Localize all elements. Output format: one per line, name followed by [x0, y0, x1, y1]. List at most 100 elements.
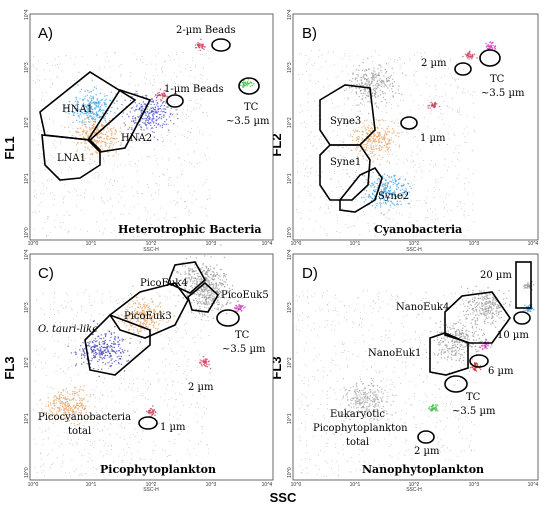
event-dot-hna2 — [134, 121, 137, 124]
event-dot-picoeuk5 — [208, 281, 211, 283]
event-dot-background — [46, 216, 48, 218]
event-dot-picoeuk5 — [214, 307, 216, 310]
event-dot-picoeuk4 — [212, 286, 214, 288]
event-dot-hna2 — [166, 106, 168, 108]
event-dot-o-tauri-like — [93, 352, 95, 354]
event-dot-background — [328, 206, 329, 208]
event-dot-picoeuk5 — [204, 296, 206, 298]
event-dot-syne3 — [398, 85, 400, 87]
event-dot-tc-3-5-m — [494, 47, 496, 50]
event-dot-background — [33, 55, 35, 57]
event-dot-background — [72, 127, 74, 129]
event-dot-background — [73, 352, 75, 353]
event-dot-lna1 — [107, 151, 109, 154]
event-dot-background — [106, 219, 107, 221]
event-dot-background — [150, 118, 152, 120]
event-dot-background — [395, 163, 397, 165]
event-dot-syne3 — [363, 74, 365, 76]
event-dot-lna1 — [76, 149, 79, 152]
event-dot-syne3 — [380, 66, 382, 68]
event-dot-background — [62, 221, 64, 223]
event-dot-background — [177, 327, 179, 329]
event-dot-background — [133, 115, 135, 117]
event-dot-background — [161, 108, 163, 110]
event-dot-syne2 — [401, 188, 404, 190]
event-dot-hna1 — [109, 99, 112, 102]
event-dot-background — [173, 353, 175, 355]
event-dot-background — [344, 55, 345, 57]
event-dot-background — [80, 337, 82, 339]
event-dot-hna1 — [85, 113, 88, 115]
event-dot-lna1 — [91, 146, 93, 148]
event-dot-syne2 — [376, 179, 378, 181]
event-dot-background — [62, 461, 64, 463]
event-dot-hna1 — [87, 121, 90, 123]
event-dot-syne2 — [384, 188, 386, 190]
event-dot-picoeuk4 — [222, 283, 225, 286]
event-dot-o-tauri-like — [79, 349, 81, 351]
event-dot-background — [51, 335, 53, 337]
event-dot-background — [346, 65, 347, 67]
event-dot-syne1 — [351, 136, 354, 138]
event-dot-hna2 — [149, 117, 151, 119]
event-dot-background — [66, 391, 68, 393]
event-dot-lna1 — [103, 160, 105, 162]
event-dot-syne1 — [372, 140, 374, 142]
event-dot-syne1 — [368, 147, 370, 149]
event-dot-background — [329, 126, 331, 128]
event-dot-syne3 — [368, 95, 370, 98]
event-dot-background — [33, 65, 34, 67]
event-dot-background — [77, 121, 79, 123]
event-dot-background — [62, 454, 64, 456]
event-dot-lna1 — [76, 131, 78, 134]
event-dot-background — [397, 60, 399, 61]
event-dot-o-tauri-like — [87, 345, 89, 347]
event-dot-background — [119, 437, 121, 438]
event-dot-syne3 — [377, 84, 380, 87]
event-dot-syne3 — [386, 102, 388, 104]
event-dot-background — [441, 63, 443, 65]
event-dot-background — [73, 142, 75, 143]
event-dot-background — [123, 324, 125, 326]
event-dot-picoeuk3 — [136, 296, 138, 298]
event-dot-background — [189, 439, 191, 441]
event-dot-background — [166, 388, 167, 390]
event-dot-background — [448, 194, 450, 196]
event-dot-syne2 — [400, 185, 403, 187]
event-dot-o-tauri-like — [86, 363, 88, 365]
event-dot-background — [170, 348, 172, 350]
event-dot-lna1 — [64, 126, 66, 129]
gate-tc-a — [238, 77, 260, 95]
event-dot-syne1 — [362, 144, 364, 146]
event-dot-o-tauri-like — [75, 353, 77, 356]
event-dot-background — [194, 316, 196, 318]
event-dot-picoeuk3 — [126, 324, 128, 327]
event-dot-o-tauri-like — [82, 349, 85, 352]
event-dot-background — [131, 186, 133, 188]
event-dot-picoeuk4 — [213, 275, 215, 277]
event-dot-syne1 — [376, 144, 378, 146]
event-dot-background — [357, 104, 359, 106]
event-dot-picoeuk5 — [201, 297, 203, 299]
event-dot-picoeuk4 — [191, 277, 193, 280]
event-dot-lna1 — [90, 153, 92, 156]
event-dot-syne1 — [352, 129, 355, 131]
event-dot-syne2 — [383, 177, 385, 180]
event-dot-background — [51, 463, 53, 465]
event-dot-syne2 — [371, 192, 374, 194]
event-dot-background — [298, 74, 300, 75]
event-dot-hna2 — [124, 99, 126, 101]
event-dot-o-tauri-like — [100, 345, 103, 348]
event-dot-background — [88, 406, 90, 408]
event-dot-syne1 — [379, 163, 381, 166]
event-dot-background — [362, 59, 364, 60]
event-dot-syne3 — [385, 63, 388, 65]
event-dot-syne2 — [397, 182, 400, 184]
event-dot-hna2 — [140, 129, 142, 131]
event-dot-syne1 — [369, 150, 372, 153]
event-dot-background — [194, 109, 196, 111]
event-dot-hna2 — [142, 121, 144, 124]
event-dot-background — [107, 368, 109, 369]
event-dot-background — [442, 113, 444, 115]
event-dot-hna2 — [152, 107, 154, 110]
